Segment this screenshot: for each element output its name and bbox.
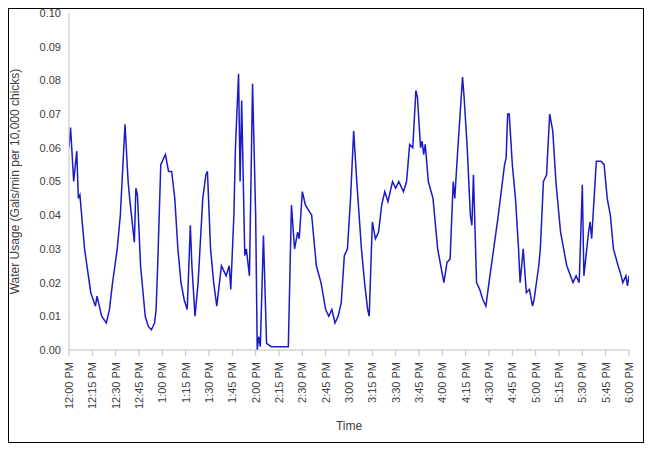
svg-text:1:45 PM: 1:45 PM — [226, 362, 238, 403]
svg-text:2:45 PM: 2:45 PM — [320, 362, 332, 403]
svg-text:5:00 PM: 5:00 PM — [530, 362, 542, 403]
svg-text:2:15 PM: 2:15 PM — [273, 362, 285, 403]
svg-text:Time: Time — [336, 419, 363, 433]
svg-text:3:45 PM: 3:45 PM — [413, 362, 425, 403]
svg-text:12:30 PM: 12:30 PM — [110, 362, 122, 409]
svg-text:0.04: 0.04 — [40, 209, 61, 221]
svg-text:4:15 PM: 4:15 PM — [460, 362, 472, 403]
svg-text:3:15 PM: 3:15 PM — [366, 362, 378, 403]
svg-text:5:45 PM: 5:45 PM — [600, 362, 612, 403]
svg-text:12:15 PM: 12:15 PM — [86, 362, 98, 409]
svg-text:4:30 PM: 4:30 PM — [483, 362, 495, 403]
svg-text:1:30 PM: 1:30 PM — [203, 362, 215, 403]
svg-text:1:00 PM: 1:00 PM — [156, 362, 168, 403]
svg-text:0.00: 0.00 — [40, 344, 61, 356]
svg-text:12:45 PM: 12:45 PM — [133, 362, 145, 409]
svg-text:5:15 PM: 5:15 PM — [553, 362, 565, 403]
svg-text:0.01: 0.01 — [40, 310, 61, 322]
svg-text:Water Usage (Gals/min per 10,0: Water Usage (Gals/min per 10,000 chicks) — [9, 69, 22, 295]
svg-text:0.07: 0.07 — [40, 108, 61, 120]
svg-text:6:00 PM: 6:00 PM — [623, 362, 635, 403]
svg-text:0.08: 0.08 — [40, 74, 61, 86]
svg-text:0.10: 0.10 — [40, 9, 61, 19]
svg-text:0.09: 0.09 — [40, 41, 61, 53]
svg-text:3:30 PM: 3:30 PM — [390, 362, 402, 403]
svg-text:0.05: 0.05 — [40, 175, 61, 187]
svg-text:4:00 PM: 4:00 PM — [436, 362, 448, 403]
svg-text:3:00 PM: 3:00 PM — [343, 362, 355, 403]
svg-text:0.03: 0.03 — [40, 243, 61, 255]
svg-text:0.06: 0.06 — [40, 142, 61, 154]
svg-text:1:15 PM: 1:15 PM — [180, 362, 192, 403]
svg-text:12:00 PM: 12:00 PM — [63, 362, 75, 409]
svg-text:2:00 PM: 2:00 PM — [250, 362, 262, 403]
svg-text:4:45 PM: 4:45 PM — [506, 362, 518, 403]
svg-text:5:30 PM: 5:30 PM — [576, 362, 588, 403]
svg-text:2:30 PM: 2:30 PM — [296, 362, 308, 403]
svg-text:0.02: 0.02 — [40, 277, 61, 289]
